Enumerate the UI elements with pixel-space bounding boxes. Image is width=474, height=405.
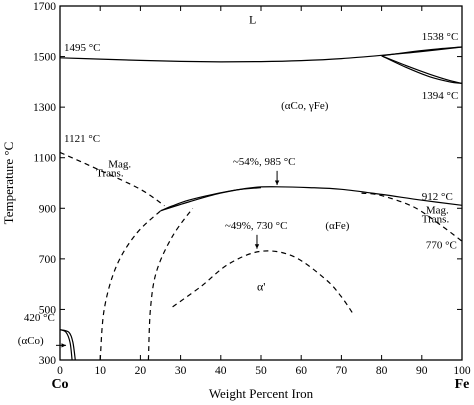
- y-tick-label: 700: [39, 254, 57, 266]
- annotation-3: 1394 °C: [422, 90, 459, 102]
- y-tick-label: 300: [39, 355, 57, 367]
- x-tick-label: 30: [175, 365, 187, 377]
- x-tick-label: 10: [94, 365, 106, 377]
- axes: 0 10 20 30 40 50 60 70 80 90 100 30050070090011001…: [1, 1, 471, 401]
- annotation-17: 420 °C: [24, 312, 55, 324]
- x-tick-label: 100: [453, 365, 471, 377]
- boundary-curve-3: [381, 55, 463, 84]
- annotation-9: ~54%, 985 °C: [233, 156, 296, 168]
- y-tick-label: 500: [39, 304, 57, 316]
- annotation-7: Mag.: [108, 158, 131, 170]
- x-tick-label: 70: [336, 365, 348, 377]
- annotation-6: 1121 °C: [64, 133, 100, 145]
- annotation-8: Trans.: [96, 167, 124, 179]
- phase-boundary-curves: [59, 46, 463, 361]
- y-tick-label: 1700: [33, 1, 56, 13]
- boundary-curve-5: [59, 151, 165, 207]
- x-tick-label: 20: [135, 365, 147, 377]
- x-axis-title: Weight Percent Iron: [209, 386, 314, 401]
- x-tick-label: 80: [376, 365, 388, 377]
- x-axis-right-end-label: Fe: [455, 377, 470, 392]
- boundary-curve-1: [59, 46, 463, 63]
- eutectoid-arrow-head: [274, 180, 280, 186]
- annotation-11: ~49%, 730 °C: [225, 220, 288, 232]
- y-tick-label: 1300: [33, 102, 56, 114]
- annotation-1: 1495 °C: [64, 42, 101, 54]
- annotations: 1495 °C 1538 °C 1394 °C L (αCo, γFe) 1121 °C M…: [18, 13, 459, 347]
- boundary-curve-6: [160, 186, 463, 212]
- boundary-curve-4: [381, 55, 463, 84]
- x-tick-label: 40: [215, 365, 227, 377]
- annotation-12: (αFe): [325, 220, 349, 232]
- x-tick-label: 0: [57, 365, 63, 377]
- x-tick-label: 60: [295, 365, 307, 377]
- annotation-5: (αCo, γFe): [281, 100, 329, 112]
- x-tick-label: 50: [255, 365, 267, 377]
- annotation-18: (αCo): [18, 335, 44, 347]
- y-axis-title: Temperature °C: [1, 142, 16, 225]
- boundary-curve-2: [381, 46, 463, 57]
- annotation-15: 770 °C: [426, 240, 457, 252]
- annotation-2: 1538 °C: [422, 31, 459, 43]
- x-axis-ticks: 0 10 20 30 40 50 60 70 80 90 100: [57, 6, 471, 377]
- y-axis-ticks: 300 500 700 900 1100 1300 1500 1700: [33, 1, 462, 367]
- x-tick-label: 90: [416, 365, 428, 377]
- y-tick-label: 1500: [33, 52, 56, 64]
- boundary-curve-11: [172, 250, 354, 315]
- boundary-curve-9: [99, 210, 161, 361]
- arrows: [55, 170, 280, 348]
- y-tick-label: 900: [39, 203, 57, 215]
- y-tick-label: 1100: [33, 153, 56, 165]
- annotation-10: 912 °C: [422, 191, 453, 203]
- boundary-curve-10: [147, 207, 194, 361]
- annotation-14: Trans.: [422, 214, 450, 226]
- alpha-co-arrow-head: [61, 343, 67, 348]
- annotation-16: α': [257, 279, 265, 293]
- alpha-prime-arrow-head: [254, 244, 260, 249]
- plot-frame: [59, 5, 463, 361]
- x-axis-left-end-label: Co: [51, 377, 68, 392]
- boundary-curve-13: [59, 329, 76, 361]
- boundary-curve-8: [361, 192, 463, 242]
- annotation-4: L: [249, 13, 256, 27]
- annotation-13: Mag.: [426, 204, 449, 216]
- boundary-curve-7: [160, 187, 262, 212]
